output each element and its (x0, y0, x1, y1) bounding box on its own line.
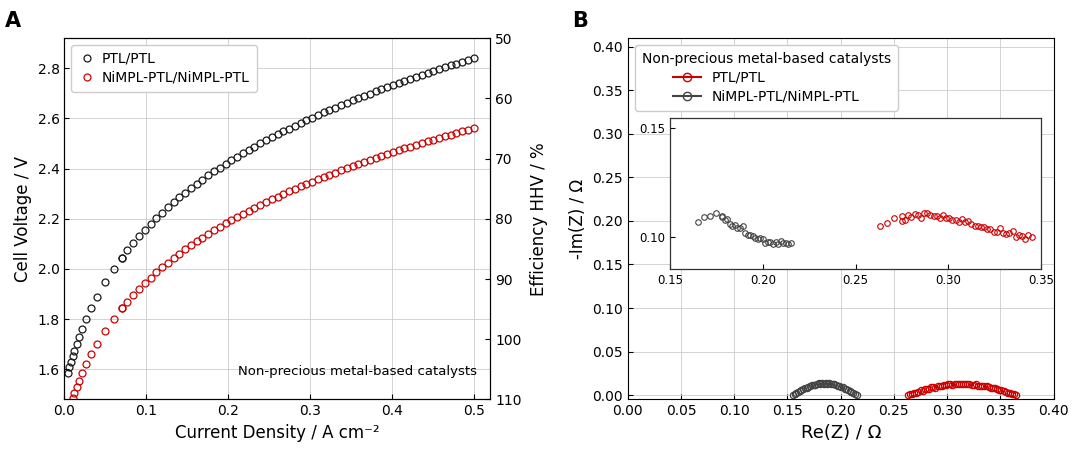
NiMPL-PTL/NiMPL-PTL (311, 177, 324, 182)
PTL/PTL (259, 138, 272, 143)
PTL/PTL (185, 185, 198, 191)
X-axis label: Re(Z) / Ω: Re(Z) / Ω (800, 424, 881, 442)
NiMPL-PTL/NiMPL-PTL (380, 151, 393, 157)
Legend: PTL/PTL, NiMPL-PTL/NiMPL-PTL: PTL/PTL, NiMPL-PTL/NiMPL-PTL (71, 45, 257, 92)
PTL/PTL (76, 326, 89, 332)
PTL/PTL (311, 112, 324, 118)
NiMPL-PTL/NiMPL-PTL (259, 199, 272, 205)
NiMPL-PTL/NiMPL-PTL (76, 370, 89, 376)
Text: B: B (572, 11, 589, 31)
Y-axis label: Cell Voltage / V: Cell Voltage / V (14, 156, 31, 282)
NiMPL-PTL/NiMPL-PTL (323, 172, 336, 178)
Text: A: A (4, 11, 21, 31)
Text: 0.5 A cm⁻²: 0.5 A cm⁻² (913, 128, 990, 143)
NiMPL-PTL/NiMPL-PTL (468, 125, 481, 131)
PTL/PTL (468, 55, 481, 61)
X-axis label: Current Density / A cm⁻²: Current Density / A cm⁻² (175, 424, 379, 442)
Legend: PTL/PTL, NiMPL-PTL/NiMPL-PTL: PTL/PTL, NiMPL-PTL/NiMPL-PTL (635, 45, 897, 111)
PTL/PTL (323, 107, 336, 113)
Line: NiMPL-PTL/NiMPL-PTL: NiMPL-PTL/NiMPL-PTL (64, 125, 477, 416)
Text: Non-precious metal-based catalysts: Non-precious metal-based catalysts (239, 365, 477, 378)
Line: PTL/PTL: PTL/PTL (64, 55, 477, 376)
NiMPL-PTL/NiMPL-PTL (62, 410, 75, 416)
Y-axis label: -Im(Z) / Ω: -Im(Z) / Ω (569, 179, 586, 259)
Y-axis label: Efficiency HHV / %: Efficiency HHV / % (530, 142, 548, 296)
PTL/PTL (380, 84, 393, 90)
PTL/PTL (62, 370, 75, 376)
NiMPL-PTL/NiMPL-PTL (185, 243, 198, 248)
